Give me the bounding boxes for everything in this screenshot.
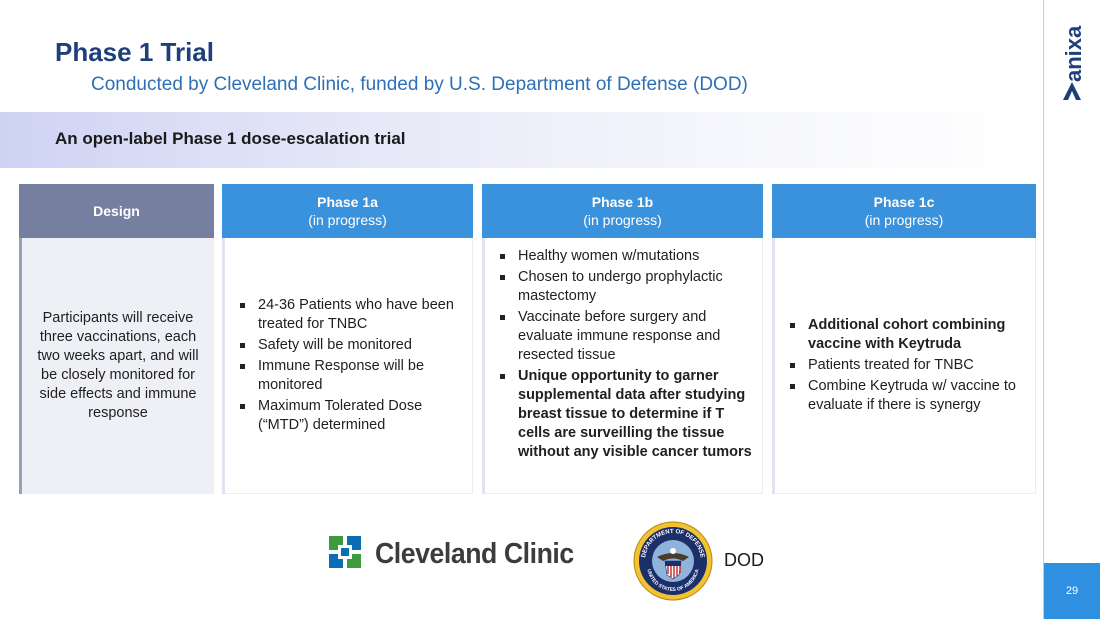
phase1c-title: Phase 1c <box>873 194 935 210</box>
design-header: Design <box>19 184 214 238</box>
phase1b-bullet: Chosen to undergo prophylactic mastectom… <box>498 268 753 306</box>
phase1b-bullet-highlight: Unique opportunity to garner supplementa… <box>498 367 753 462</box>
design-text: Participants will receive three vaccinat… <box>37 310 199 421</box>
phase1b-title: Phase 1b <box>591 194 654 210</box>
anixa-logo: anixa <box>1061 25 1086 100</box>
phase1a-bullet: Safety will be monitored <box>238 336 463 355</box>
dod-seal-icon: DEPARTMENT OF DEFENSE UNITED STATES OF A… <box>633 521 713 601</box>
phase1c-bullet: Combine Keytruda w/ vaccine to evaluate … <box>788 377 1026 415</box>
phase1c-bullet: Patients treated for TNBC <box>788 356 1026 375</box>
phase1a-title: Phase 1a <box>317 194 378 210</box>
phase1b-body: Healthy women w/mutations Chosen to unde… <box>482 238 763 494</box>
phase1b-bullet: Healthy women w/mutations <box>498 247 753 266</box>
anixa-mark-icon <box>1063 82 1081 100</box>
phase1a-bullet: 24-36 Patients who have been treated for… <box>238 296 463 334</box>
design-body: Participants will receive three vaccinat… <box>19 238 214 494</box>
phase1a-status: (in progress) <box>308 212 387 228</box>
phase1b-bullet: Vaccinate before surgery and evaluate im… <box>498 308 753 365</box>
phase1b-header: Phase 1b (in progress) <box>482 184 763 238</box>
phase1b-status: (in progress) <box>583 212 662 228</box>
phase1c-list: Additional cohort combining vaccine with… <box>788 316 1026 417</box>
phase1b-list: Healthy women w/mutations Chosen to unde… <box>498 247 753 464</box>
slide-subtitle: Conducted by Cleveland Clinic, funded by… <box>91 74 748 95</box>
phase1a-column: Phase 1a (in progress) 24-36 Patients wh… <box>222 184 473 494</box>
phase1c-header: Phase 1c (in progress) <box>772 184 1036 238</box>
phase1c-column: Phase 1c (in progress) Additional cohort… <box>772 184 1036 494</box>
design-column: Design Participants will receive three v… <box>19 184 214 494</box>
right-margin-rule <box>1043 0 1044 619</box>
phase1a-bullet: Maximum Tolerated Dose (“MTD”) determine… <box>238 397 463 435</box>
section-band <box>0 112 1043 168</box>
page-number: 29 <box>1044 563 1100 619</box>
phase1c-bullet-highlight: Additional cohort combining vaccine with… <box>788 316 1026 354</box>
page-number-text: 29 <box>1065 585 1079 597</box>
phase1a-bullet: Immune Response will be monitored <box>238 357 463 395</box>
dod-label: DOD <box>724 550 764 570</box>
section-band-text: An open-label Phase 1 dose-escalation tr… <box>55 129 406 148</box>
cleveland-clinic-logo: Cleveland Clinic <box>319 530 601 583</box>
design-title: Design <box>93 203 140 219</box>
phase1c-status: (in progress) <box>864 212 944 228</box>
slide-title: Phase 1 Trial <box>55 37 214 67</box>
cleveland-clinic-mark-icon <box>329 536 361 568</box>
phase1a-body: 24-36 Patients who have been treated for… <box>222 238 473 494</box>
anixa-wordmark: anixa <box>1061 25 1086 82</box>
cleveland-clinic-wordmark: Cleveland Clinic <box>375 538 574 570</box>
phase1a-list: 24-36 Patients who have been treated for… <box>238 296 463 437</box>
phase1c-body: Additional cohort combining vaccine with… <box>772 238 1036 494</box>
phase1b-column: Phase 1b (in progress) Healthy women w/m… <box>482 184 763 494</box>
phase1a-header: Phase 1a (in progress) <box>222 184 473 238</box>
